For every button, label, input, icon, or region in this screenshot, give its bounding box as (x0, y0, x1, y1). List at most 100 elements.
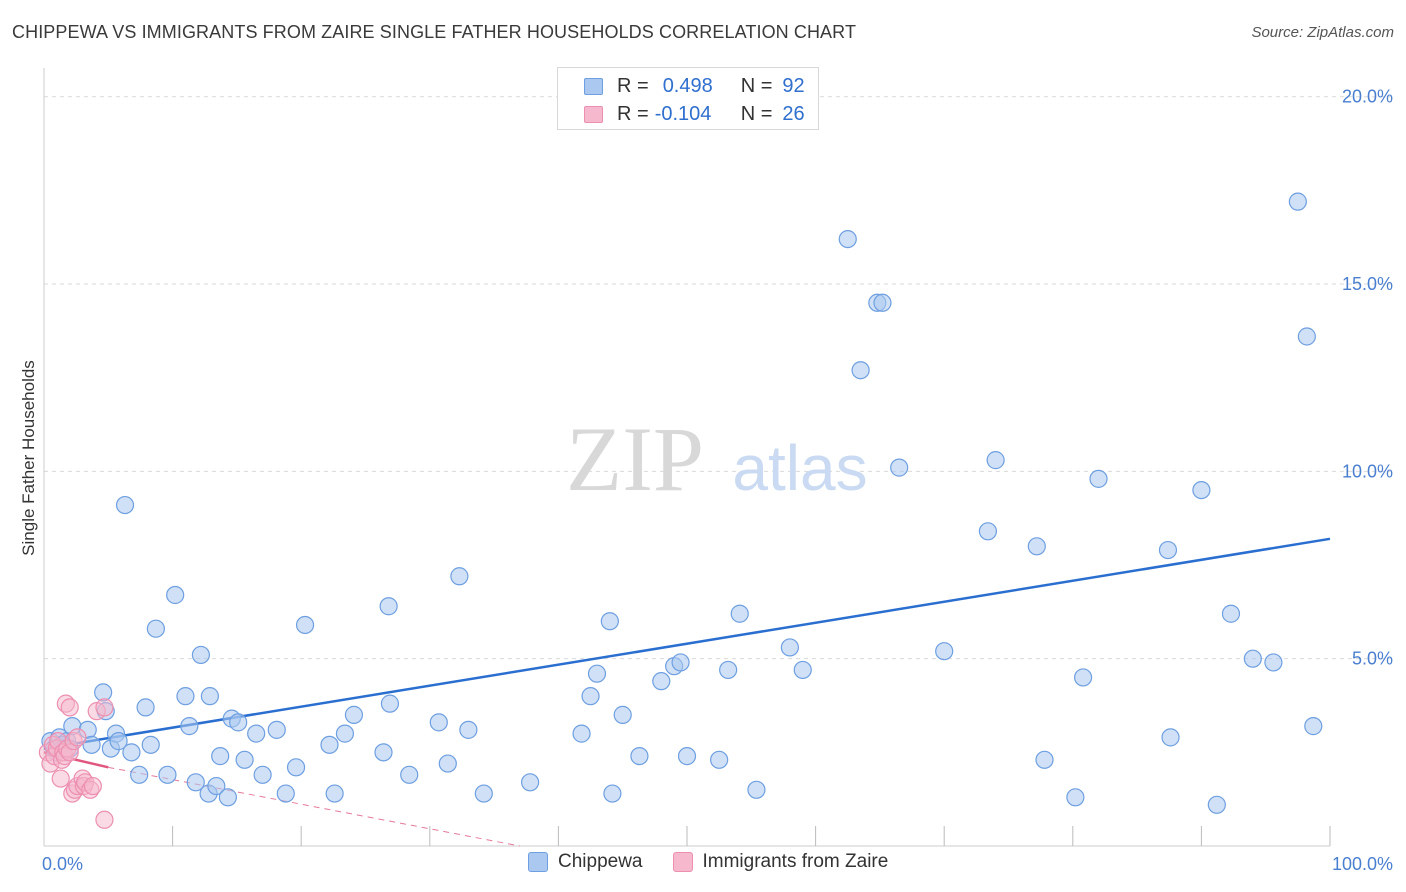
data-point-chippewa (320, 735, 339, 754)
data-point-chippewa (180, 717, 199, 736)
legend-n-label: N = (740, 102, 773, 125)
legend-r-value: 0.498 (662, 74, 713, 97)
legend-row-chippewa: R = 0.498 N = 92 (584, 72, 805, 100)
y-tick-label: 15.0% (1342, 274, 1393, 294)
data-point-chippewa (935, 642, 954, 661)
data-point-chippewa (1073, 668, 1093, 687)
data-point-chippewa (572, 724, 591, 743)
legend-swatch-blue (584, 77, 603, 95)
legend-n-value: 26 (782, 102, 805, 125)
bottom-swatch-blue (528, 852, 548, 872)
legend-swatch-pink (584, 105, 603, 123)
data-point-chippewa (200, 687, 219, 706)
data-point-chippewa (1161, 728, 1180, 747)
data-point-chippewa (1066, 788, 1085, 807)
data-point-chippewa (838, 229, 857, 249)
data-point-chippewa (186, 773, 205, 792)
data-point-chippewa (130, 765, 149, 784)
watermark-zip: ZIP (566, 408, 704, 510)
data-point-chippewa (1035, 750, 1054, 769)
data-point-chippewa (450, 567, 469, 586)
data-point-chippewa (158, 765, 177, 784)
data-point-chippewa (267, 720, 286, 739)
data-point-zaire (95, 810, 114, 829)
axes (43, 68, 1331, 847)
chart-title: CHIPPEWA VS IMMIGRANTS FROM ZAIRE SINGLE… (12, 22, 857, 42)
data-point-chippewa (600, 612, 619, 631)
data-point-chippewa (1027, 537, 1046, 556)
data-point-chippewa (613, 705, 632, 724)
data-point-chippewa (379, 597, 398, 616)
data-point-zaire (51, 769, 70, 788)
points-zaire (38, 694, 114, 829)
data-point-chippewa (603, 784, 622, 803)
data-point-chippewa (253, 765, 272, 784)
bottom-legend: Chippewa Immigrants from Zaire (528, 851, 918, 873)
data-point-chippewa (211, 746, 230, 766)
data-point-chippewa (247, 724, 266, 743)
x-tick-label: 100.0% (1332, 854, 1393, 874)
data-point-chippewa (780, 638, 799, 657)
watermark-atlas: atlas (732, 432, 867, 504)
data-point-chippewa (1192, 480, 1211, 500)
trend-lines (43, 537, 1331, 847)
data-point-chippewa (1207, 795, 1226, 814)
legend-r-label: R = (617, 102, 649, 125)
data-point-chippewa (521, 773, 540, 792)
data-point-chippewa (677, 746, 697, 766)
y-tick-label: 20.0% (1342, 87, 1393, 107)
data-point-chippewa (986, 451, 1005, 470)
data-point-chippewa (459, 720, 478, 739)
gridlines (44, 96, 1395, 660)
legend-r-value: -0.104 (654, 102, 712, 125)
data-point-zaire (95, 698, 114, 717)
data-point-chippewa (429, 713, 448, 732)
data-point-chippewa (890, 458, 909, 477)
y-tick-label: 10.0% (1342, 461, 1393, 481)
data-point-chippewa (652, 672, 671, 691)
data-point-chippewa (587, 664, 607, 683)
bottom-legend-zaire: Immigrants from Zaire (672, 851, 889, 873)
y-axis-label: Single Father Households (19, 360, 38, 556)
trend-line-chippewa (43, 537, 1331, 750)
data-point-chippewa (474, 784, 493, 803)
data-point-chippewa (374, 743, 393, 762)
data-point-chippewa (218, 788, 237, 807)
data-point-chippewa (1297, 327, 1316, 346)
data-point-chippewa (146, 619, 165, 638)
data-point-chippewa (109, 732, 128, 751)
data-point-chippewa (235, 750, 254, 769)
data-point-chippewa (141, 735, 160, 754)
data-point-chippewa (630, 746, 649, 766)
data-point-chippewa (438, 754, 457, 773)
data-point-chippewa (793, 660, 812, 680)
data-point-chippewa (176, 687, 195, 706)
data-point-zaire (83, 776, 102, 796)
data-point-chippewa (122, 743, 141, 762)
bottom-swatch-pink (672, 852, 693, 872)
data-point-chippewa (94, 683, 113, 702)
data-point-chippewa (1304, 717, 1323, 736)
data-point-chippewa (1158, 540, 1178, 560)
data-point-chippewa (671, 653, 690, 672)
data-point-chippewa (730, 604, 749, 623)
data-point-chippewa (851, 361, 870, 380)
data-point-chippewa (1089, 469, 1108, 488)
data-point-chippewa (719, 660, 738, 680)
data-point-chippewa (295, 615, 315, 635)
trend-line-zaire-extension (108, 766, 520, 847)
data-point-chippewa (229, 713, 248, 732)
data-point-zaire (68, 728, 87, 747)
data-point-chippewa (276, 784, 295, 803)
data-point-chippewa (207, 776, 226, 796)
data-point-chippewa (166, 585, 185, 605)
legend-n-label: N = (740, 74, 773, 97)
data-point-chippewa (335, 724, 355, 743)
data-point-chippewa (344, 705, 364, 724)
data-point-chippewa (136, 698, 155, 717)
x-tick-label: 0.0% (42, 854, 83, 874)
bottom-legend-label: Immigrants from Zaire (702, 851, 889, 872)
legend-r-label: R = (617, 74, 649, 97)
stats-legend: R = 0.498 N = 92 R = -0.104 N = 26 (557, 67, 819, 130)
